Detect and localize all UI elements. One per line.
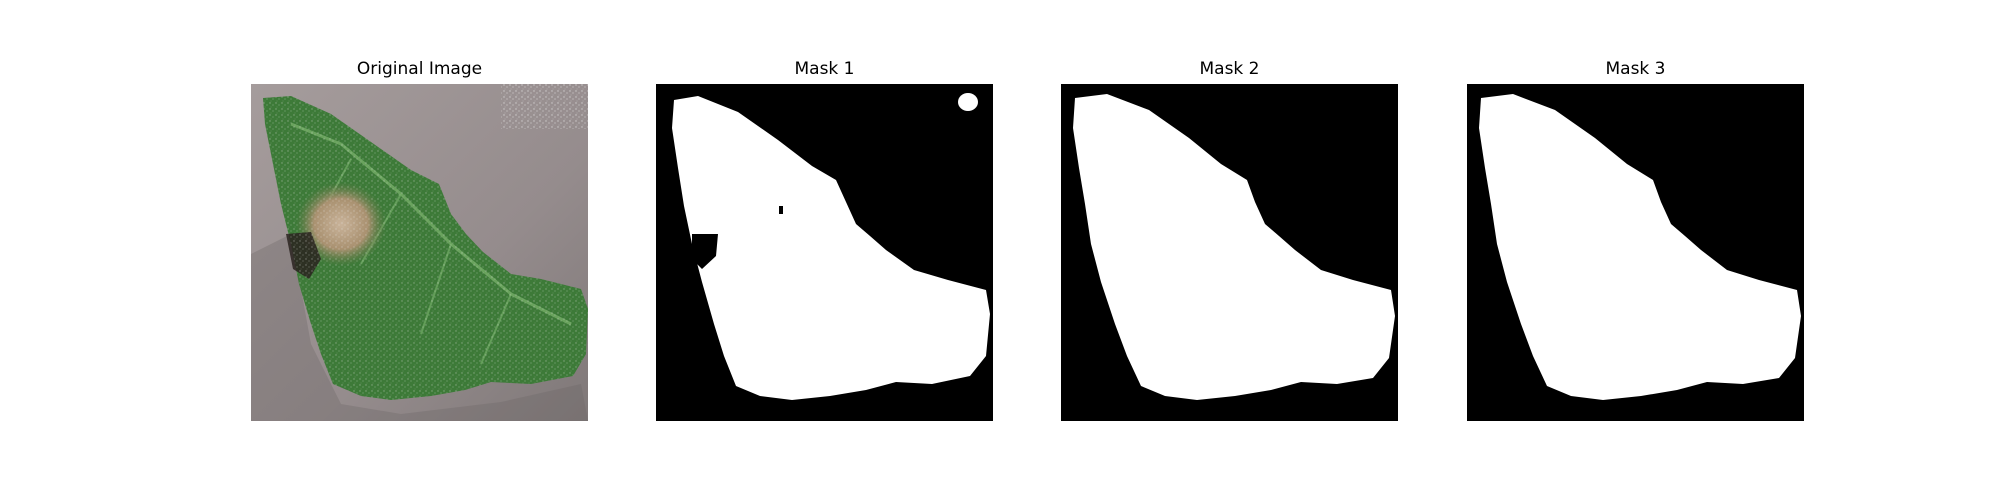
mask-1-title: Mask 1 — [794, 59, 855, 79]
mask-2-image — [1061, 84, 1398, 421]
mask-3-image — [1467, 84, 1804, 421]
mask-1-image — [656, 84, 993, 421]
mask-1-shape — [656, 84, 993, 421]
mask-3-title: Mask 3 — [1605, 59, 1666, 79]
original-image — [251, 84, 588, 421]
leaf-photo — [251, 84, 588, 421]
mask-2-title: Mask 2 — [1199, 59, 1260, 79]
mask-2-shape — [1061, 84, 1398, 421]
mask-3-shape — [1467, 84, 1804, 421]
original-image-title: Original Image — [356, 59, 483, 79]
